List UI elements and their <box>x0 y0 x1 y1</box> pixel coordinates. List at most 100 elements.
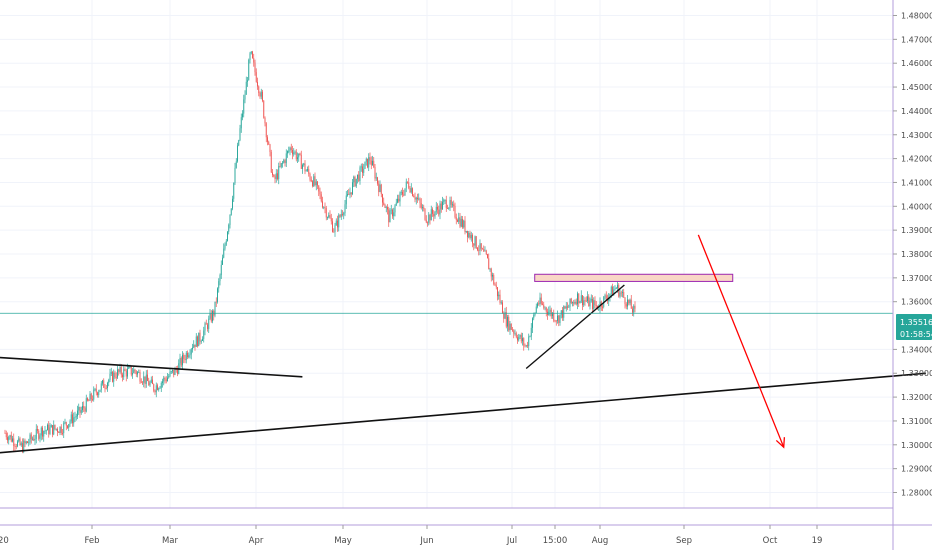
candle-body <box>62 432 63 434</box>
candle-body <box>538 303 540 305</box>
candle-body <box>499 294 501 303</box>
candle-body <box>430 209 432 221</box>
candle-body <box>210 313 212 322</box>
candle-body <box>579 301 581 304</box>
candle-body <box>219 275 221 282</box>
candle-body <box>554 320 556 322</box>
candle-body <box>482 248 483 250</box>
time-axis[interactable]: 2020 Feb Mar Apr May Jun Jul 15:00 Aug Sep Oct 19 <box>0 507 932 546</box>
candle-body <box>527 345 528 347</box>
candle-body <box>238 140 240 146</box>
candle-body <box>344 204 346 214</box>
candle-body <box>283 160 285 163</box>
candle-body <box>259 93 261 97</box>
price-axis[interactable]: 1.48000 1.47000 1.46000 1.45000 1.44000 1.430… <box>892 0 932 550</box>
candle-body <box>288 150 290 152</box>
candle-body <box>423 207 425 209</box>
candle-body <box>372 160 373 166</box>
trendline-upper[interactable] <box>0 356 303 378</box>
candle-body <box>480 243 482 249</box>
candle-body <box>198 332 200 347</box>
candle-body <box>172 369 173 372</box>
candle-body <box>33 438 35 441</box>
candle-body <box>489 268 491 270</box>
candle-body <box>507 316 508 327</box>
candle-body <box>539 297 541 305</box>
candle-body <box>542 303 543 305</box>
candle-body <box>563 306 565 318</box>
candle-body <box>557 315 558 321</box>
candle-body <box>44 430 46 432</box>
candle-body <box>454 206 456 218</box>
y-tick-label: 1.44000 <box>901 107 932 116</box>
candle-body <box>449 199 451 208</box>
candle-body <box>218 281 220 289</box>
candle-body <box>448 207 450 209</box>
candle-body <box>585 300 587 302</box>
candle-body <box>442 201 443 210</box>
candle-body <box>240 117 242 129</box>
candle-body <box>128 367 130 369</box>
candle-body <box>438 209 440 215</box>
candle-body <box>299 153 301 155</box>
candle-body <box>415 197 417 200</box>
candle-body <box>90 393 92 400</box>
candle-body <box>570 298 572 304</box>
candle-body <box>465 230 467 233</box>
candle-body <box>284 160 286 164</box>
resistance-zone[interactable] <box>534 273 734 282</box>
candle-body <box>187 352 188 358</box>
candle-body <box>222 257 223 265</box>
candle-body <box>560 310 562 315</box>
candle-body <box>350 192 352 195</box>
candle-body <box>102 380 103 384</box>
y-tick-label: 1.46000 <box>901 59 932 68</box>
candle-body <box>17 441 18 447</box>
candle-body <box>268 141 270 145</box>
candle-body <box>318 185 320 192</box>
trendline-lower[interactable] <box>0 372 926 454</box>
candle-body <box>37 429 38 431</box>
candle-body <box>347 194 348 196</box>
candle-body <box>149 382 151 386</box>
candle-body <box>209 313 211 319</box>
candle-body <box>452 204 453 206</box>
candle-body <box>362 166 363 173</box>
arrow-line[interactable] <box>697 234 785 448</box>
candle-body <box>513 330 515 334</box>
candle-body <box>260 91 262 97</box>
candle-body <box>300 154 302 169</box>
candle-body <box>275 173 277 180</box>
candle-body <box>588 296 590 307</box>
candle-body <box>143 376 145 383</box>
candle-body <box>255 72 257 82</box>
candle-body <box>422 207 423 209</box>
candle-body <box>295 151 297 160</box>
candle-body <box>412 188 413 196</box>
candle-body <box>338 215 340 228</box>
candle-body <box>252 51 253 59</box>
trendline-short[interactable] <box>525 284 625 370</box>
candle-body <box>520 334 522 342</box>
candle-body <box>382 194 383 203</box>
candle-body <box>262 91 263 101</box>
y-tick-label: 1.38000 <box>901 250 932 259</box>
candle-body <box>322 201 323 208</box>
candle-body <box>94 388 96 390</box>
candle-body <box>5 432 7 438</box>
candle-body <box>492 274 493 277</box>
candle-body <box>119 366 121 372</box>
candle-body <box>13 438 15 446</box>
candle-body <box>7 437 8 441</box>
candle-body <box>25 441 27 444</box>
candle-body <box>83 406 85 409</box>
y-tick-label: 1.39000 <box>901 226 932 235</box>
x-tick-label: Feb <box>84 536 99 546</box>
candle-body <box>45 430 47 432</box>
candle-body <box>469 232 471 239</box>
candle-body <box>34 438 36 441</box>
candle-body <box>629 299 631 304</box>
candle-body <box>545 307 547 312</box>
candle-body <box>453 204 455 207</box>
